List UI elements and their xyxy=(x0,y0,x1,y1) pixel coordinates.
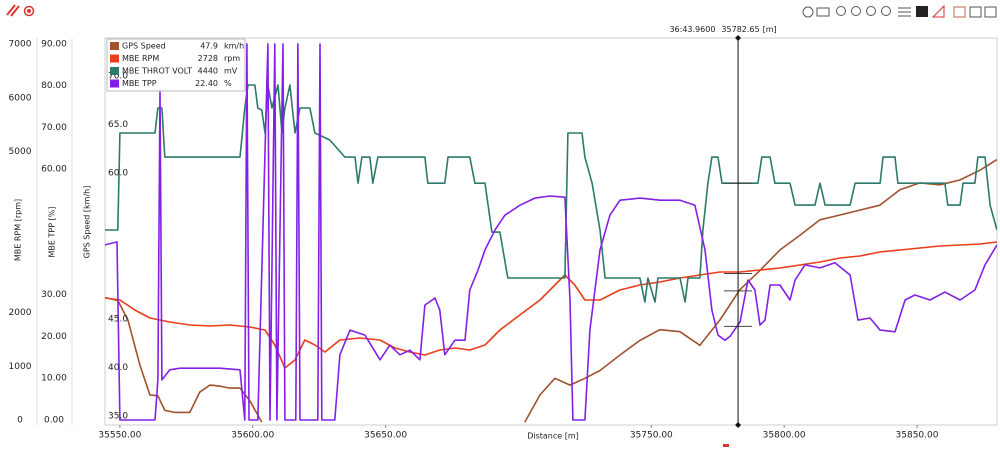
y-tick-label: 1000 xyxy=(9,362,32,372)
legend-label: MBE RPM xyxy=(122,54,159,63)
legend-unit: rpm xyxy=(224,54,240,63)
tool-icon[interactable] xyxy=(916,6,928,17)
x-tick-label: 35550.00 xyxy=(98,431,141,441)
legend-label: GPS Speed xyxy=(122,42,166,51)
y-tick-label: 6000 xyxy=(9,93,32,103)
tool-icon[interactable] xyxy=(6,4,20,17)
x-axis-label: Distance [m] xyxy=(527,432,579,441)
series-line xyxy=(105,241,997,369)
y-tick-label: 30.00 xyxy=(41,290,67,300)
y-tick-label: 0 xyxy=(17,416,23,426)
x-tick-label: 35650.00 xyxy=(364,431,407,441)
y-tick-label: 5000 xyxy=(9,147,32,157)
plot-area xyxy=(105,43,997,423)
cursor-text: 36:43.9600 xyxy=(669,25,715,34)
y-tick-label: 40.0 xyxy=(108,363,128,373)
legend xyxy=(106,38,246,92)
tool-icon[interactable] xyxy=(836,6,846,16)
legend-value: 47.9 xyxy=(200,42,218,51)
cursor-text: 35782.65 xyxy=(721,25,759,34)
legend-swatch xyxy=(110,67,119,75)
tool-icon[interactable] xyxy=(898,7,911,17)
y-axis-label: MBE RPM [rpm] xyxy=(14,199,23,261)
legend-unit: % xyxy=(224,79,232,88)
tool-icon[interactable] xyxy=(27,9,31,13)
y-tick-label: 10.00 xyxy=(41,374,67,384)
tool-icon[interactable] xyxy=(969,6,982,18)
y-tick-label: 90.00 xyxy=(41,39,67,49)
y-tick-label: 70.00 xyxy=(41,123,67,133)
y-tick-label: 35.0 xyxy=(108,412,128,422)
x-tick-label: 35800.00 xyxy=(763,431,806,441)
y-tick-label: 2000 xyxy=(9,308,32,318)
legend-swatch xyxy=(110,79,119,88)
legend-value: 22.40 xyxy=(195,79,218,88)
y-tick-label: 65.0 xyxy=(108,120,128,130)
y-tick-label: 45.0 xyxy=(108,315,128,325)
tool-icon[interactable] xyxy=(23,5,35,17)
plot-frame xyxy=(104,37,998,426)
legend-label: MBE THROT VOLT xyxy=(122,67,192,76)
cursor-text: [m] xyxy=(763,25,777,34)
y-tick-label: 60.00 xyxy=(41,165,67,175)
y-axis-label: MBE TPP [%] xyxy=(48,207,57,258)
legend-swatch xyxy=(110,54,119,63)
tool-icon[interactable] xyxy=(881,6,891,16)
y-tick-label: 20.00 xyxy=(41,332,67,342)
legend-value: 2728 xyxy=(198,54,218,63)
legend-value: 4440 xyxy=(198,67,218,76)
legend-unit: km/h xyxy=(224,42,244,51)
y-tick-label: 70.0 xyxy=(108,71,128,81)
series-line xyxy=(105,158,997,423)
y-tick-label: 7000 xyxy=(9,40,32,50)
legend-unit: mV xyxy=(224,67,238,76)
tool-icon[interactable] xyxy=(953,6,966,18)
cursor-label: 36:43.9600 35782.65 [m] xyxy=(669,25,776,34)
legend-swatch xyxy=(110,42,119,50)
series-line xyxy=(105,84,997,303)
tool-icon[interactable] xyxy=(866,6,876,16)
tool-icon[interactable] xyxy=(816,7,830,17)
marker xyxy=(723,444,729,447)
x-tick-label: 35850.00 xyxy=(896,431,939,441)
y-axis-label: GPS Speed [km/h] xyxy=(83,186,92,259)
tool-icon[interactable] xyxy=(802,6,814,18)
legend-label: MBE TPP xyxy=(122,79,157,88)
series-line xyxy=(105,43,997,421)
toolbar xyxy=(6,4,997,18)
tool-icon[interactable] xyxy=(851,6,861,16)
x-tick-label: 35600.00 xyxy=(231,431,274,441)
y-tick-label: 60.0 xyxy=(108,169,128,179)
y-tick-label: 0.00 xyxy=(44,415,64,425)
y-tick-label: 80.00 xyxy=(41,81,67,91)
tool-icon[interactable] xyxy=(931,4,945,18)
x-tick-label: 35750.00 xyxy=(630,431,673,441)
tool-icon[interactable] xyxy=(984,6,997,18)
